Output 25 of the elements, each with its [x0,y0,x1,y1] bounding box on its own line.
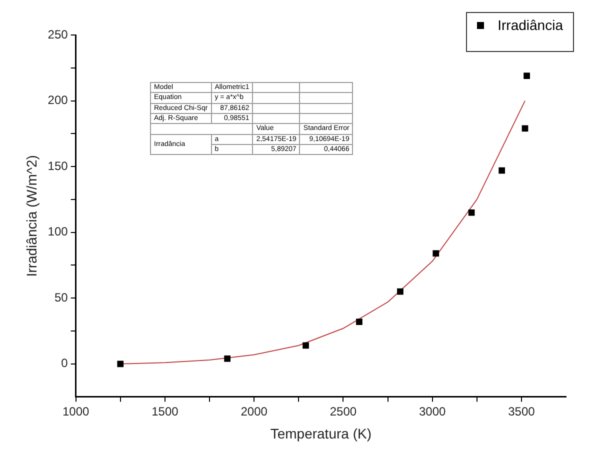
x-tick-label: 2000 [240,404,268,418]
y-tick-label: 50 [54,290,68,304]
point [356,318,362,325]
x-tick-label: 3500 [508,404,536,418]
y-tick-label: 150 [48,158,68,173]
point [397,288,404,295]
y-tick-label: 200 [48,93,68,108]
x-tick-label: 1000 [62,404,90,418]
point [524,72,530,79]
legend-label: Irradiância [498,17,563,33]
x-tick-label: 3000 [418,404,446,418]
point [468,209,475,216]
y-tick-label: 0 [61,356,68,370]
y-tick-label: 250 [48,27,68,42]
point [117,360,124,368]
point [224,355,231,362]
x-tick-label: 1500 [152,404,179,418]
x-axis-title: Temperatura (K) [270,425,372,442]
point [432,250,440,257]
y-tick-label: 100 [48,224,68,239]
point [302,342,309,349]
x-tick-label: 2500 [330,404,357,418]
point [522,125,528,132]
y-axis-title: Irradiância (W/m^2) [23,155,40,277]
point [498,167,506,174]
